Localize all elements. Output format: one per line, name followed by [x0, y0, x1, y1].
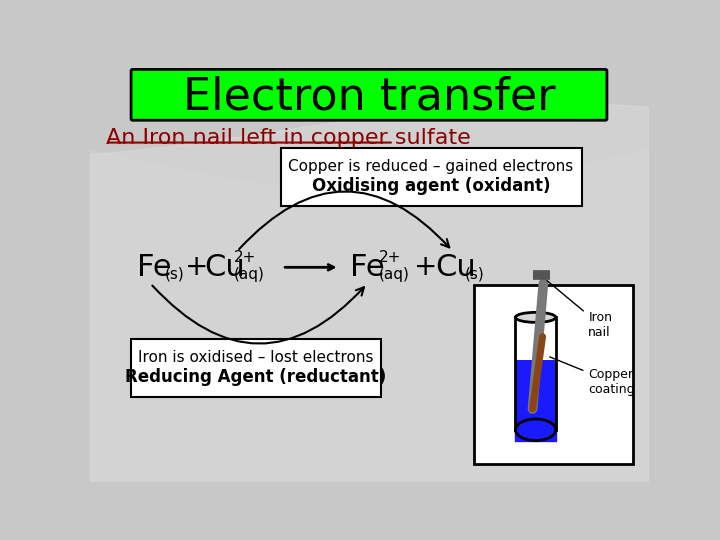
Text: 2+: 2+: [379, 250, 402, 265]
Text: (aq): (aq): [379, 267, 410, 282]
Bar: [516, 360, 556, 428]
Text: Fe: Fe: [137, 253, 171, 282]
Text: Electron transfer: Electron transfer: [183, 76, 555, 119]
FancyBboxPatch shape: [474, 285, 632, 464]
Text: (aq): (aq): [234, 267, 265, 282]
Text: Iron is oxidised – lost electrons: Iron is oxidised – lost electrons: [138, 350, 374, 365]
Text: (s): (s): [165, 267, 185, 282]
Text: Iron
nail: Iron nail: [547, 281, 612, 339]
Text: +: +: [184, 253, 208, 281]
Text: An Iron nail left in copper sulfate: An Iron nail left in copper sulfate: [106, 128, 470, 148]
Text: Fe: Fe: [350, 253, 384, 282]
Text: (s): (s): [464, 267, 484, 282]
FancyBboxPatch shape: [131, 70, 607, 120]
Text: Copper is reduced – gained electrons: Copper is reduced – gained electrons: [289, 159, 574, 174]
Text: 2+: 2+: [234, 250, 256, 265]
FancyArrowPatch shape: [239, 192, 449, 249]
Text: Oxidising agent (oxidant): Oxidising agent (oxidant): [312, 178, 550, 195]
Ellipse shape: [516, 419, 556, 441]
FancyBboxPatch shape: [281, 148, 582, 206]
FancyArrowPatch shape: [153, 286, 364, 343]
Text: Cu: Cu: [204, 253, 246, 282]
FancyBboxPatch shape: [131, 339, 381, 397]
Text: +: +: [414, 253, 437, 281]
Text: Reducing Agent (reductant): Reducing Agent (reductant): [125, 368, 387, 387]
Text: Cu: Cu: [435, 253, 476, 282]
Text: Copper
coating: Copper coating: [550, 357, 635, 396]
Ellipse shape: [516, 312, 556, 322]
